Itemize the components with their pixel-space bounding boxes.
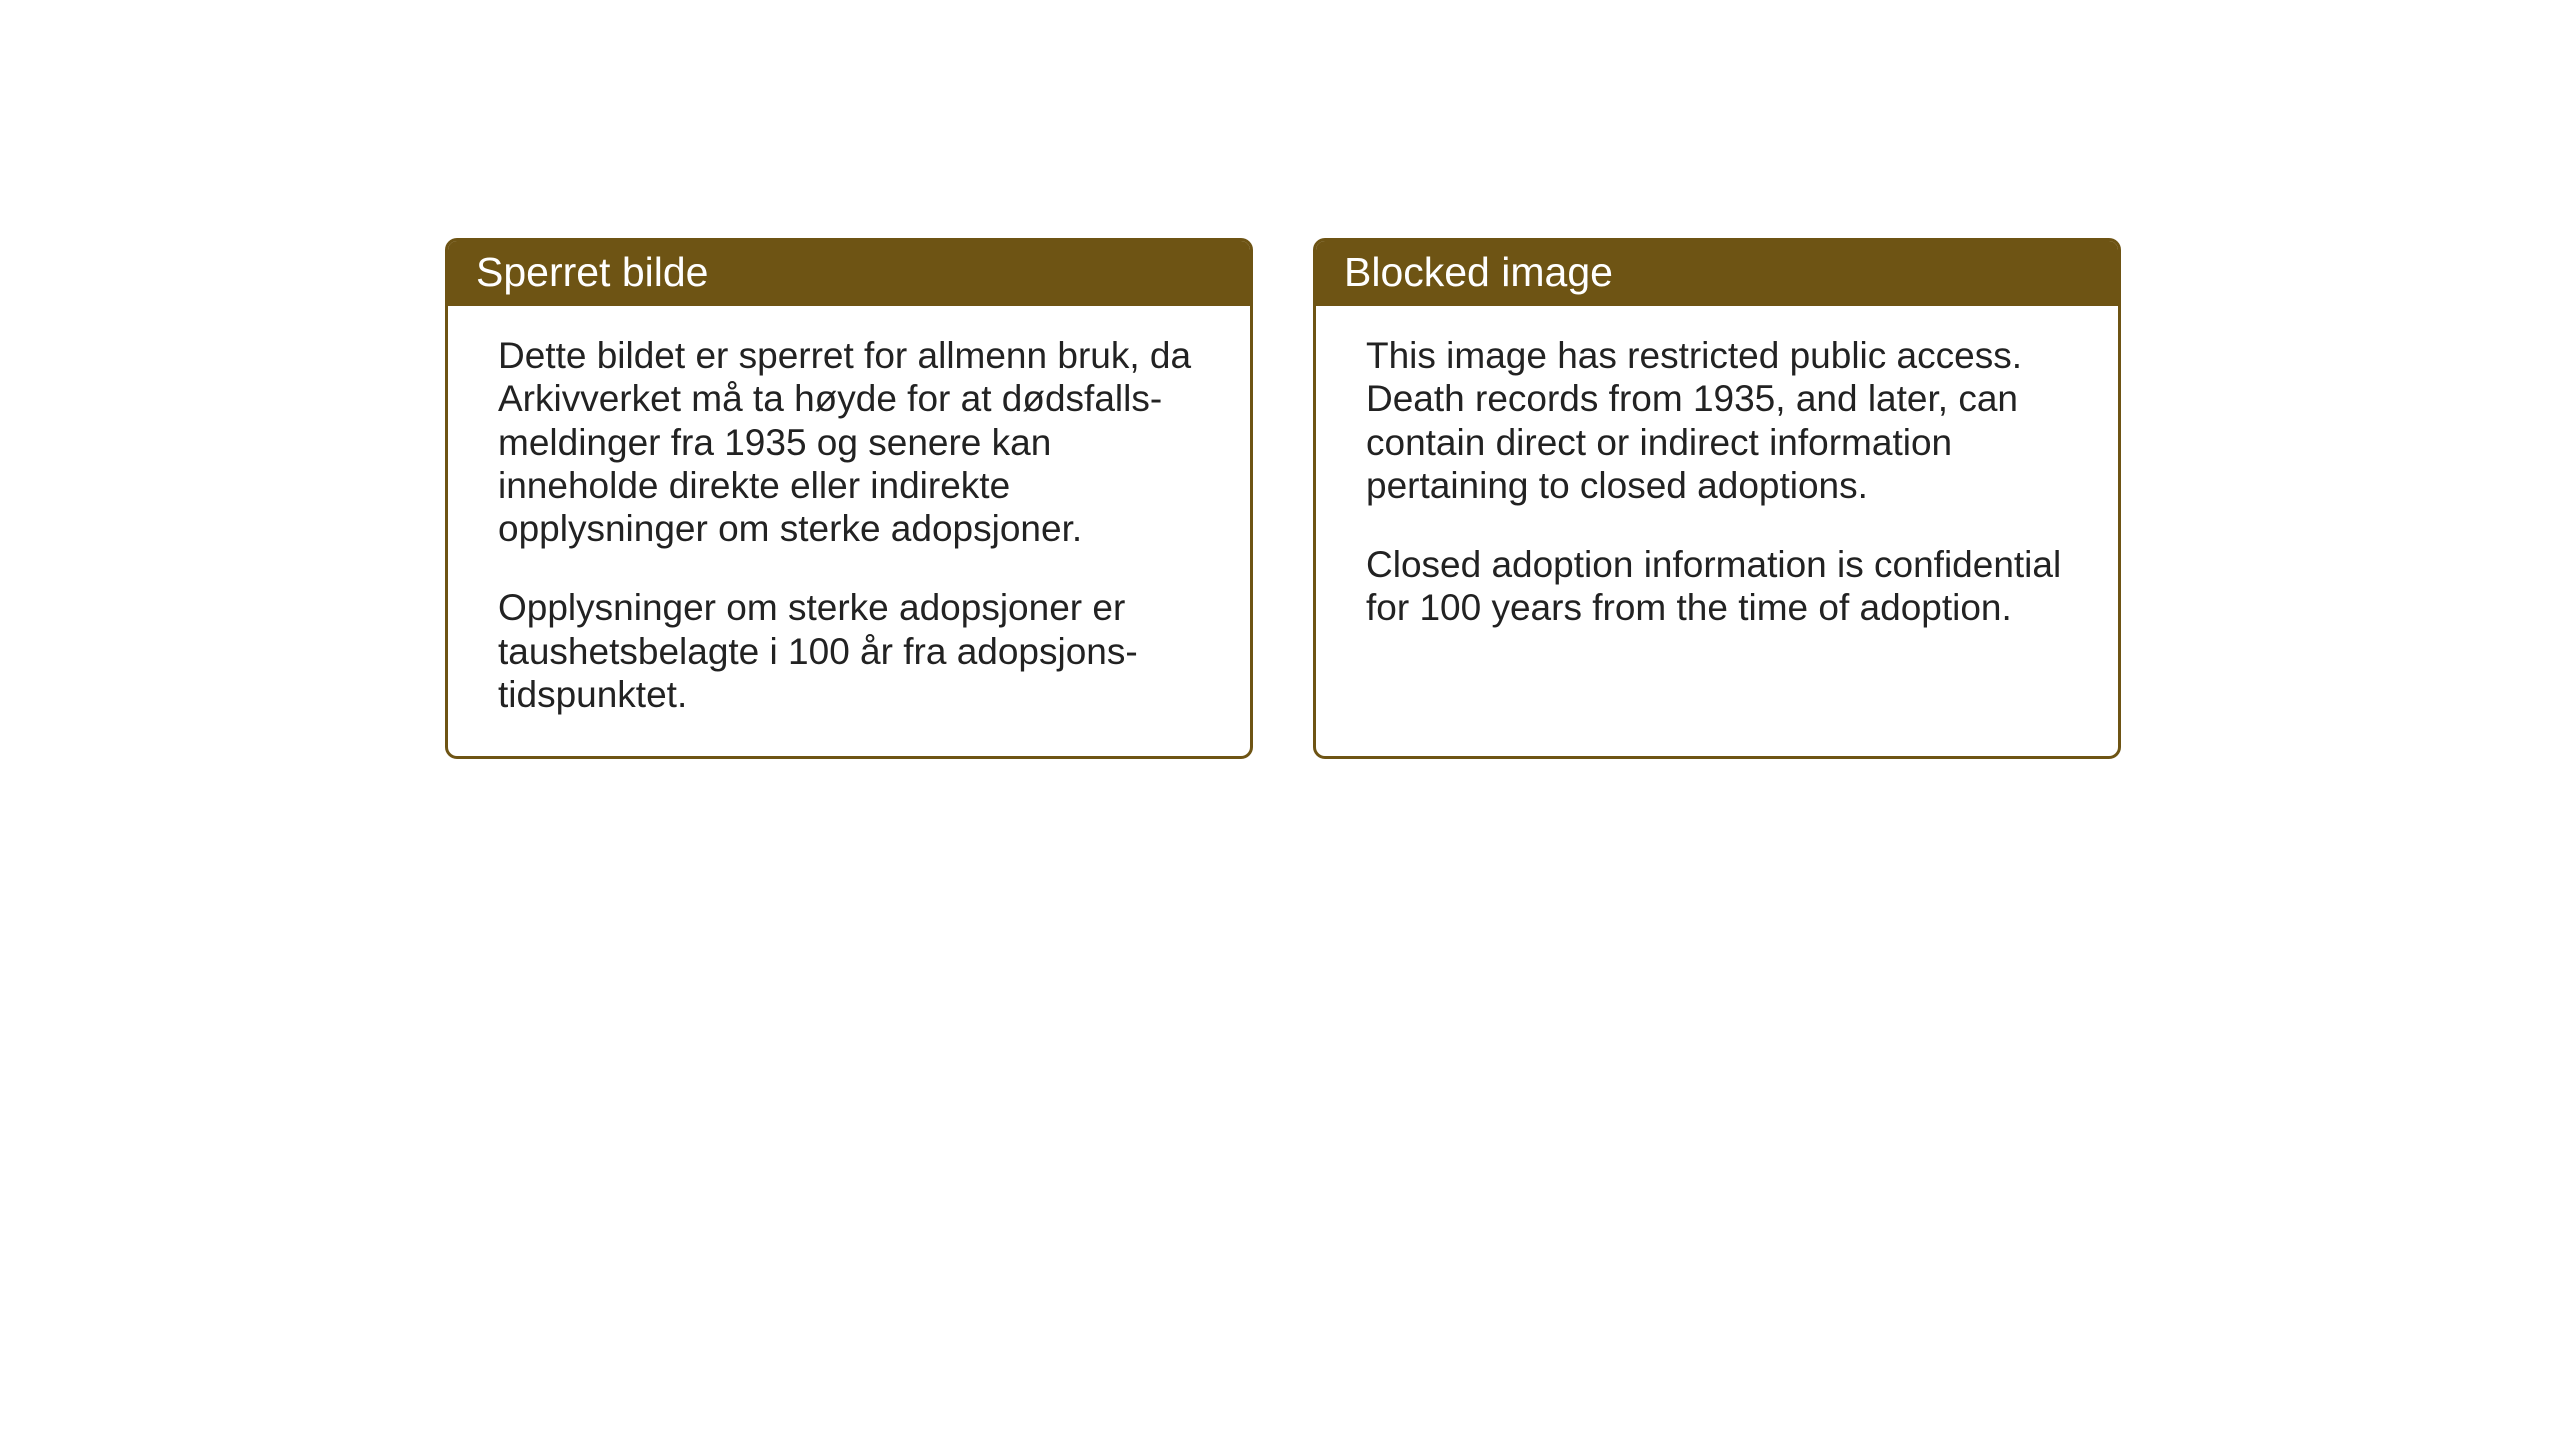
card-header-english: Blocked image <box>1316 241 2118 306</box>
notice-container: Sperret bilde Dette bildet er sperret fo… <box>445 238 2121 759</box>
card-body-english: This image has restricted public access.… <box>1316 306 2118 670</box>
paragraph-english-1: This image has restricted public access.… <box>1366 334 2068 507</box>
paragraph-english-2: Closed adoption information is confident… <box>1366 543 2068 630</box>
card-norwegian: Sperret bilde Dette bildet er sperret fo… <box>445 238 1253 759</box>
paragraph-norwegian-1: Dette bildet er sperret for allmenn bruk… <box>498 334 1200 550</box>
card-header-norwegian: Sperret bilde <box>448 241 1250 306</box>
card-body-norwegian: Dette bildet er sperret for allmenn bruk… <box>448 306 1250 756</box>
card-english: Blocked image This image has restricted … <box>1313 238 2121 759</box>
paragraph-norwegian-2: Opplysninger om sterke adopsjoner er tau… <box>498 586 1200 716</box>
